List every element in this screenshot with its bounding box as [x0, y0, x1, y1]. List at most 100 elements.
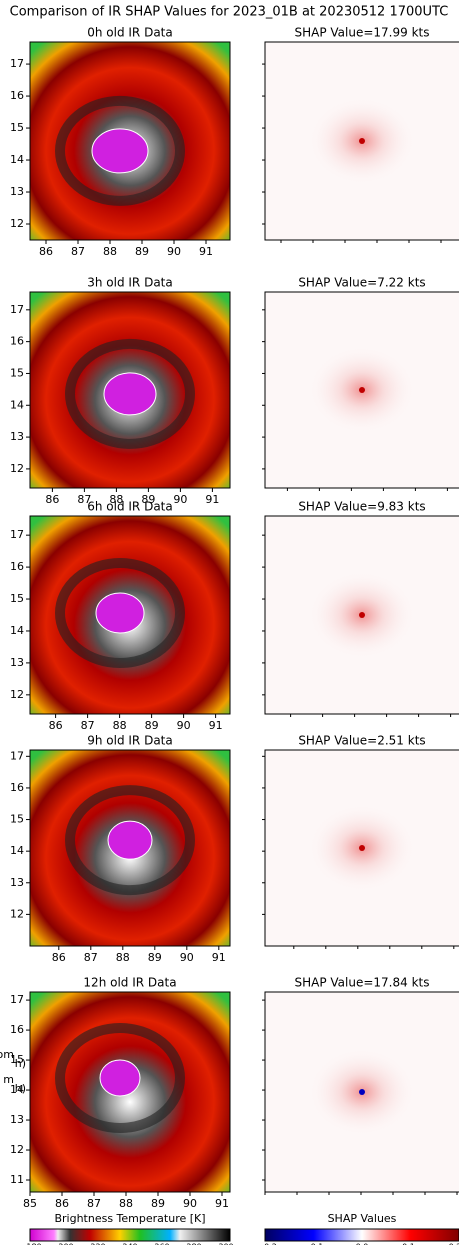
colorbar-tick-label: 220 [90, 1243, 105, 1245]
shap-peak [359, 1089, 365, 1095]
x-tick-label: 86 [52, 951, 66, 964]
x-tick-label: 89 [145, 719, 159, 732]
ir-image [30, 992, 230, 1192]
side-fragment: h) [15, 1082, 26, 1095]
eyewall [55, 1023, 185, 1133]
ir-title: 3h old IR Data [87, 276, 173, 290]
x-tick-label: 86 [45, 493, 59, 506]
ir-title: 0h old IR Data [87, 26, 173, 40]
colorbar-tick-label: 0.0 [356, 1243, 369, 1245]
y-tick-label: 14 [10, 1083, 24, 1096]
x-tick-label: 88 [113, 719, 127, 732]
y-tick-label: 16 [10, 781, 24, 794]
x-tick-label: 90 [180, 951, 194, 964]
x-tick-label: 89 [148, 951, 162, 964]
y-tick-label: 12 [10, 907, 24, 920]
colorbar-tick-label: -0.1 [308, 1243, 324, 1245]
x-tick-label: 90 [183, 1197, 197, 1210]
colorbar-tick-label: 0.2 [449, 1243, 459, 1245]
x-tick-label: 91 [215, 1197, 229, 1210]
y-tick-label: 12 [10, 1143, 24, 1156]
cold-cloud [91, 128, 149, 174]
y-tick-label: 13 [10, 185, 24, 198]
y-tick-label: 13 [10, 1113, 24, 1126]
ir-image [30, 516, 230, 714]
x-tick-label: 88 [119, 1197, 133, 1210]
colorbar-tick-label: 0.1 [402, 1243, 415, 1245]
shap-title: SHAP Value=9.83 kts [298, 500, 425, 514]
x-tick-label: 86 [39, 245, 53, 258]
eyewall [55, 95, 185, 206]
ir-image [30, 42, 230, 240]
x-tick-label: 90 [177, 719, 191, 732]
ir-frame [29, 41, 231, 241]
x-tick-label: 90 [173, 493, 187, 506]
x-tick-label: 91 [205, 493, 219, 506]
shap-title: SHAP Value=7.22 kts [298, 276, 425, 290]
ir-image [30, 750, 230, 946]
x-tick-label: 88 [116, 951, 130, 964]
y-tick-label: 17 [10, 303, 24, 316]
x-tick-label: 87 [84, 951, 98, 964]
ir-frame [29, 291, 231, 489]
colorbar-label: Brightness Temperature [K] [54, 1212, 205, 1225]
colorbar-tick-label: 300 [218, 1243, 233, 1245]
y-tick-label: 15 [10, 592, 24, 605]
x-tick-label: 89 [151, 1197, 165, 1210]
cold-cloud [103, 372, 157, 416]
shap-peak [359, 845, 365, 851]
y-tick-label: 12 [10, 688, 24, 701]
eyewall [65, 338, 195, 449]
ir-title: 6h old IR Data [87, 500, 173, 514]
ir-title: 12h old IR Data [83, 976, 176, 990]
ir-frame [29, 991, 231, 1193]
eyewall [65, 785, 195, 896]
cold-cloud [107, 820, 153, 860]
y-tick-label: 14 [10, 153, 24, 166]
x-tick-label: 91 [209, 719, 223, 732]
x-tick-label: 88 [109, 493, 123, 506]
colorbar-tick-label: -0.2 [261, 1243, 277, 1245]
y-tick-label: 12 [10, 462, 24, 475]
colorbar-tick-label: 260 [154, 1243, 169, 1245]
y-tick-label: 15 [10, 1053, 24, 1066]
shap-title: SHAP Value=17.84 kts [295, 976, 430, 990]
x-tick-label: 89 [141, 493, 155, 506]
shap-peak [359, 138, 365, 144]
colorbar [29, 1228, 231, 1242]
eyewall [55, 558, 185, 669]
y-tick-label: 13 [10, 656, 24, 669]
x-tick-label: 86 [49, 719, 63, 732]
ir-image [30, 292, 230, 488]
y-tick-label: 16 [10, 1023, 24, 1036]
colorbar [264, 1228, 459, 1242]
y-tick-label: 15 [10, 366, 24, 379]
y-tick-label: 15 [10, 121, 24, 134]
x-tick-label: 87 [71, 245, 85, 258]
ir-frame [29, 749, 231, 947]
y-tick-label: 16 [10, 335, 24, 348]
y-tick-label: 15 [10, 813, 24, 826]
side-fragment: m [3, 1073, 14, 1086]
x-tick-label: 86 [55, 1197, 69, 1210]
shap-peak [359, 387, 365, 393]
y-tick-label: 16 [10, 89, 24, 102]
x-tick-label: 90 [167, 245, 181, 258]
y-tick-label: 17 [10, 749, 24, 762]
y-tick-label: 11 [10, 1173, 24, 1186]
colorbar-tick-label: 180 [26, 1243, 41, 1245]
y-tick-label: 14 [10, 624, 24, 637]
cold-cloud [99, 1059, 141, 1097]
y-tick-label: 16 [10, 560, 24, 573]
x-tick-label: 89 [135, 245, 149, 258]
y-tick-label: 12 [10, 217, 24, 230]
cold-cloud [95, 592, 145, 634]
colorbar-label: SHAP Values [328, 1212, 397, 1225]
shap-title: SHAP Value=17.99 kts [295, 26, 430, 40]
y-tick-label: 17 [10, 57, 24, 70]
x-tick-label: 85 [23, 1197, 37, 1210]
x-tick-label: 91 [199, 245, 213, 258]
y-tick-label: 14 [10, 398, 24, 411]
x-tick-label: 88 [103, 245, 117, 258]
